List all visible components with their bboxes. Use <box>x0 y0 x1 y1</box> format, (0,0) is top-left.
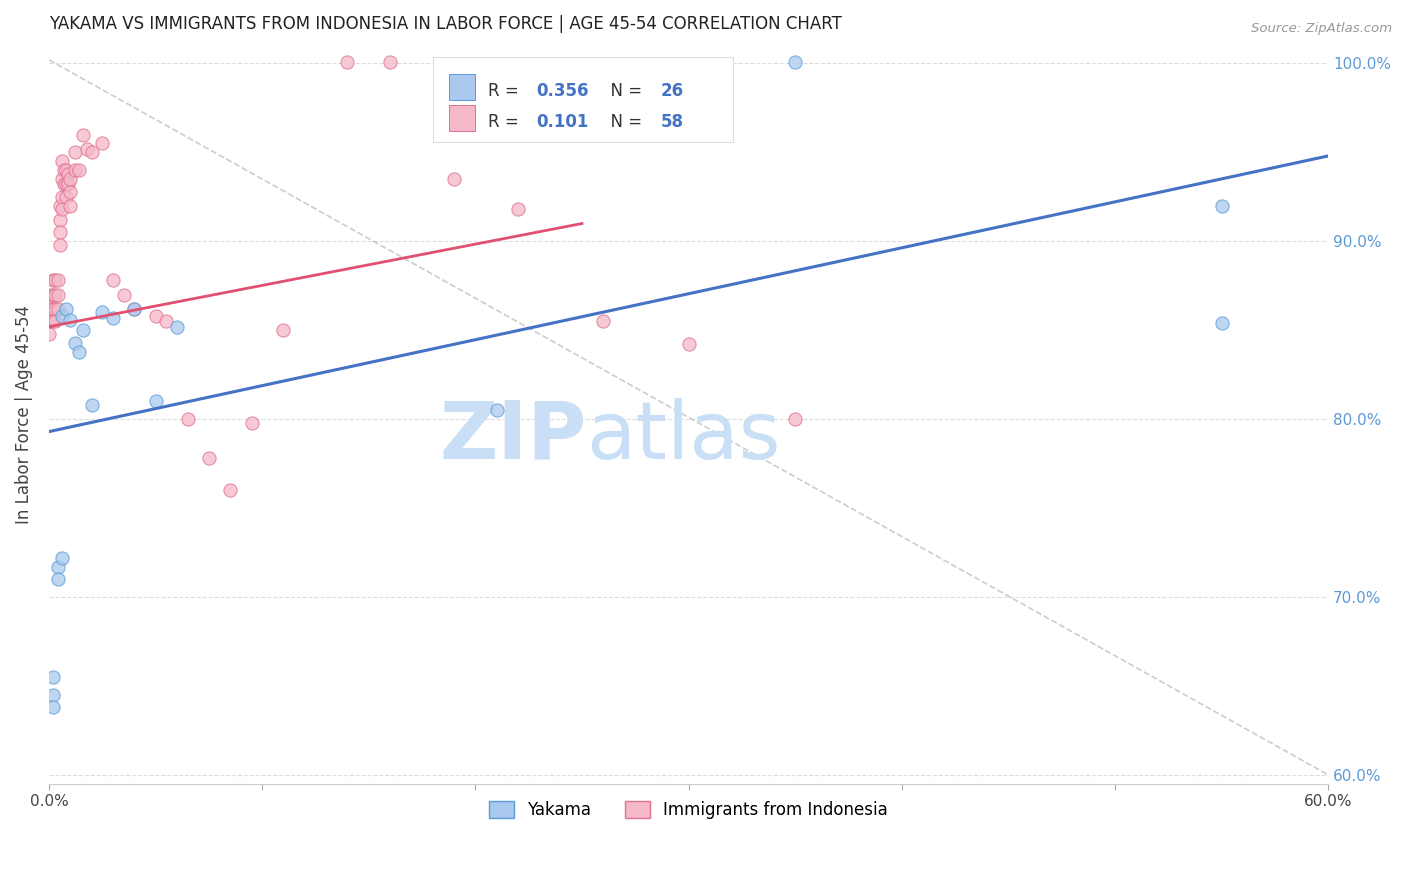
Point <box>46 273 69 287</box>
Point <box>38 326 60 341</box>
Point <box>39 301 62 316</box>
FancyBboxPatch shape <box>450 104 475 130</box>
Point <box>101 273 124 287</box>
Point <box>51 202 73 217</box>
Point <box>42 301 65 316</box>
Point <box>51 309 73 323</box>
Point <box>176 412 198 426</box>
Point <box>378 54 401 69</box>
Point <box>1211 199 1233 213</box>
Point <box>122 301 145 316</box>
Point <box>59 185 82 199</box>
Text: N =: N = <box>600 112 648 131</box>
Point <box>48 238 70 252</box>
Point <box>273 323 295 337</box>
Text: 0.356: 0.356 <box>536 82 589 101</box>
Point <box>44 314 66 328</box>
Text: YAKAMA VS IMMIGRANTS FROM INDONESIA IN LABOR FORCE | AGE 45-54 CORRELATION CHART: YAKAMA VS IMMIGRANTS FROM INDONESIA IN L… <box>49 15 842 33</box>
Point <box>59 199 82 213</box>
Point <box>44 273 66 287</box>
Point <box>101 310 124 325</box>
Point <box>42 273 65 287</box>
Point <box>55 301 77 316</box>
Point <box>592 314 614 328</box>
Text: N =: N = <box>600 82 648 101</box>
Point <box>80 398 103 412</box>
Point <box>59 172 82 186</box>
Point <box>46 572 69 586</box>
Point <box>166 319 188 334</box>
FancyBboxPatch shape <box>450 74 475 100</box>
Point <box>91 305 114 319</box>
Point <box>52 163 75 178</box>
Point <box>42 287 65 301</box>
Y-axis label: In Labor Force | Age 45-54: In Labor Force | Age 45-54 <box>15 305 32 524</box>
Point <box>51 154 73 169</box>
Point <box>55 178 77 192</box>
Point <box>145 309 167 323</box>
Point <box>48 199 70 213</box>
Point <box>39 287 62 301</box>
Point <box>67 344 90 359</box>
Point <box>72 323 94 337</box>
Point <box>48 213 70 227</box>
Point <box>51 172 73 186</box>
Point <box>48 226 70 240</box>
Point <box>44 287 66 301</box>
FancyBboxPatch shape <box>433 57 734 142</box>
Text: 0.101: 0.101 <box>536 112 589 131</box>
Text: 58: 58 <box>661 112 683 131</box>
Text: R =: R = <box>488 112 523 131</box>
Point <box>785 54 807 69</box>
Text: R =: R = <box>488 82 523 101</box>
Point <box>51 550 73 565</box>
Point <box>42 670 65 684</box>
Point <box>59 312 82 326</box>
Point <box>56 167 79 181</box>
Text: 26: 26 <box>661 82 683 101</box>
Point <box>51 190 73 204</box>
Point <box>42 700 65 714</box>
Point <box>1211 316 1233 330</box>
Point <box>38 314 60 328</box>
Point <box>443 172 465 186</box>
Point <box>219 483 242 498</box>
Point <box>91 136 114 151</box>
Point <box>240 416 263 430</box>
Point <box>42 688 65 702</box>
Point <box>678 337 700 351</box>
Point <box>63 145 86 160</box>
Point <box>112 287 135 301</box>
Point <box>72 128 94 142</box>
Point <box>785 412 807 426</box>
Point <box>46 287 69 301</box>
Point <box>42 314 65 328</box>
Point <box>39 314 62 328</box>
Text: ZIP: ZIP <box>439 398 586 475</box>
Point <box>46 301 69 316</box>
Point <box>44 301 66 316</box>
Point <box>485 403 508 417</box>
Point <box>63 335 86 350</box>
Point <box>76 142 98 156</box>
Point <box>56 178 79 192</box>
Point <box>63 163 86 178</box>
Point <box>506 202 529 217</box>
Point <box>67 163 90 178</box>
Point <box>198 451 221 466</box>
Point <box>336 54 359 69</box>
Point <box>55 163 77 178</box>
Point <box>55 190 77 204</box>
Point <box>80 145 103 160</box>
Legend: Yakama, Immigrants from Indonesia: Yakama, Immigrants from Indonesia <box>481 792 896 827</box>
Point <box>122 301 145 316</box>
Point <box>46 559 69 574</box>
Text: Source: ZipAtlas.com: Source: ZipAtlas.com <box>1251 22 1392 36</box>
Point <box>145 394 167 409</box>
Point <box>52 178 75 192</box>
Point <box>155 314 177 328</box>
Text: atlas: atlas <box>586 398 780 475</box>
